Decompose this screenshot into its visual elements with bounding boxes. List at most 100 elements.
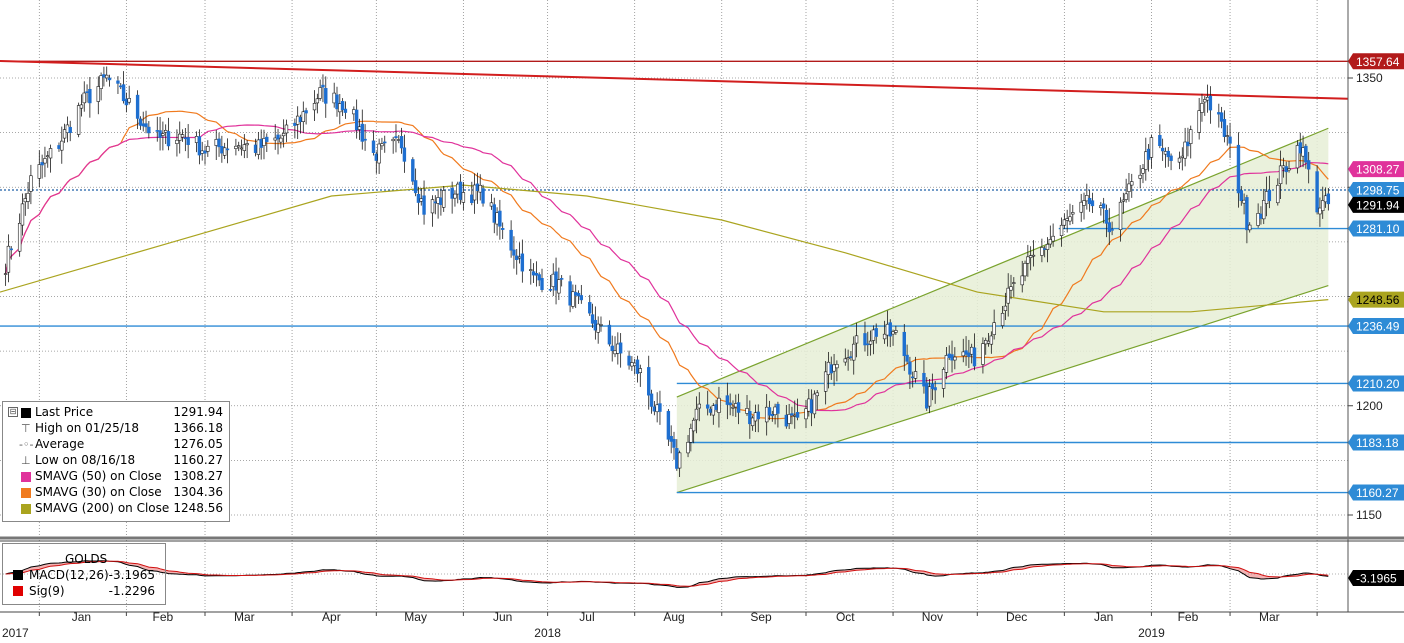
candle-body [981, 343, 985, 365]
candle-body [1130, 181, 1134, 186]
candle-body [419, 198, 423, 202]
legend-label: SMAVG (30) on Close [35, 485, 162, 499]
candle-body [902, 331, 906, 357]
candle-body [804, 408, 808, 420]
sma200-swatch [21, 504, 31, 514]
candle-body [520, 253, 525, 272]
candle-body [352, 109, 356, 115]
candle-body [753, 412, 758, 422]
candle-body [1287, 168, 1291, 171]
candle-body [826, 361, 831, 375]
candlesticks [3, 66, 1331, 478]
candle-body [439, 197, 443, 206]
price-label-bg [1348, 375, 1404, 392]
candle-body [767, 407, 772, 416]
candle-body [1110, 229, 1114, 231]
candle-body [1236, 144, 1241, 194]
price-label-bg [1348, 220, 1404, 237]
price-label: 1298.75 [1348, 181, 1404, 198]
candle-body [1169, 155, 1173, 161]
price-label-text: 1160.27 [1356, 486, 1399, 500]
support-resistance-lines [0, 59, 1404, 494]
candle-body [422, 195, 426, 215]
legend-label: Low on 08/16/18 [35, 453, 136, 467]
candle-body [1242, 199, 1246, 204]
candle-body [82, 92, 86, 104]
sig-value: -1.2296 [108, 584, 155, 598]
candle-body [1219, 112, 1224, 122]
signal-line [5, 560, 1329, 587]
candle-body [1217, 112, 1221, 115]
price-label: 1281.10 [1348, 220, 1404, 237]
candle-body [1051, 235, 1055, 242]
candle-body [509, 229, 513, 251]
macd-label: MACD(12,26) [29, 568, 109, 582]
candle-body [1141, 168, 1145, 174]
candle-body [411, 159, 415, 182]
candle-body [911, 376, 915, 379]
macd-panel: -3.1965 [0, 560, 1404, 588]
candle-body [933, 387, 937, 391]
channel-upper-line [676, 127, 1329, 398]
candle-body [357, 126, 362, 130]
macd-swatch [13, 570, 23, 580]
macd-value: -3.1965 [108, 568, 155, 582]
candle-body [686, 441, 690, 454]
candle-body [1267, 189, 1272, 202]
macd-value-label: -3.1965 [1348, 570, 1404, 586]
candle-body [1222, 119, 1227, 137]
candle-body [394, 136, 398, 139]
candle-body [1127, 183, 1131, 192]
sig-swatch [13, 586, 23, 596]
candle-body [1183, 141, 1187, 159]
candle-body [1006, 287, 1010, 304]
candle-body [332, 92, 336, 104]
candle-body [863, 333, 867, 346]
candle-body [756, 411, 760, 420]
candle-body [500, 228, 505, 230]
x-year-label: 2017 [2, 626, 29, 640]
candle-body [262, 138, 266, 146]
candle-body [1160, 147, 1165, 152]
candle-body [795, 412, 800, 418]
candle-body [512, 249, 516, 256]
candle-body [1068, 216, 1072, 222]
candle-body [773, 406, 777, 416]
candle-body [147, 126, 151, 134]
candle-body [599, 324, 603, 326]
candle-body [689, 427, 693, 443]
candle-body [60, 140, 64, 151]
candle-body [930, 383, 935, 389]
candle-body [354, 109, 359, 131]
candle-body [17, 222, 22, 252]
price-label-bg [1348, 161, 1404, 178]
price-label: 1308.27 [1348, 161, 1404, 178]
candle-body [265, 136, 269, 142]
candle-body [1189, 129, 1193, 144]
candle-body [1087, 198, 1092, 205]
candle-body [1228, 136, 1232, 144]
candle-body [175, 139, 179, 144]
candle-body [953, 356, 957, 361]
legend-label: SMAVG (50) on Close [35, 469, 162, 483]
candle-body [632, 362, 637, 366]
candle-body [874, 328, 878, 337]
candle-body [913, 371, 918, 379]
candle-body [984, 340, 988, 345]
candle-body [610, 345, 614, 352]
expand-icon[interactable]: ⊟ [8, 407, 18, 417]
candle-body [1281, 165, 1286, 169]
candle-body [458, 181, 463, 200]
candle-body [1208, 95, 1213, 111]
candle-body [540, 278, 544, 290]
legend-value: 1160.27 [173, 453, 223, 467]
candle-body [155, 130, 159, 132]
candle-body [43, 158, 47, 164]
candle-body [793, 415, 797, 417]
candle-body [214, 139, 218, 146]
candle-body [1306, 160, 1311, 170]
candle-body [1146, 148, 1151, 160]
candle-body [293, 122, 297, 126]
candle-body [239, 147, 244, 150]
x-year-label: 2018 [534, 626, 561, 640]
